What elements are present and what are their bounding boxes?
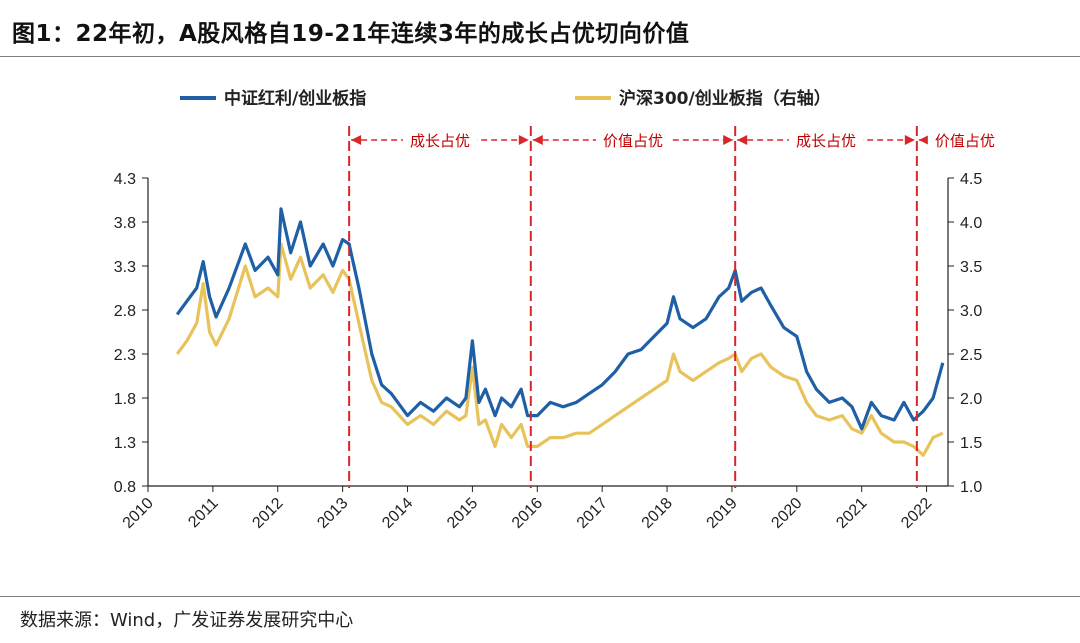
y-right-tick-label: 4.0 [960,215,982,232]
series-line-csi300-vs-chinext [175,242,944,457]
y-right-tick-label: 1.5 [960,435,982,452]
x-tick-label: 2013 [314,495,351,532]
y-left-tick-label: 1.8 [114,391,136,408]
y-left-tick-label: 3.8 [114,215,136,232]
regime-label-bg [402,129,477,151]
series-line-dividend-vs-chinext [175,207,945,431]
x-tick-label: 2017 [574,495,611,532]
regime-arrowhead-left [351,135,362,145]
regime-label-bg [927,129,1002,151]
y-left-tick-label: 0.8 [114,479,136,496]
x-tick-label: 2012 [249,495,286,532]
y-right-tick-label: 4.5 [960,171,982,188]
x-tick-label: 2016 [509,495,546,532]
x-tick-label: 2015 [444,495,481,532]
regime-label: 价值占优 [603,132,663,150]
regime-arrowhead-right [904,135,915,145]
legend-label: 沪深300/创业板指（右轴） [619,88,831,109]
regime-label: 成长占优 [796,132,856,150]
x-tick-label: 2019 [704,495,741,532]
x-tick-label: 2021 [833,495,870,532]
source-note: 数据来源：Wind，广发证券发展研究中心 [20,610,354,631]
x-tick-label: 2010 [120,495,157,532]
legend-label: 中证红利/创业板指 [224,88,366,109]
x-tick-label: 2014 [379,495,416,532]
x-tick-label: 2018 [639,495,676,532]
y-left-tick-label: 1.3 [114,435,136,452]
title-rule [0,56,1080,57]
x-tick-label: 2022 [898,495,935,532]
y-right-tick-label: 3.5 [960,259,982,276]
source-rule [0,596,1080,597]
y-right-tick-label: 3.0 [960,303,982,320]
y-left-tick-label: 2.8 [114,303,136,320]
x-tick-label: 2011 [185,495,221,531]
y-left-tick-label: 2.3 [114,347,136,364]
y-right-tick-label: 2.5 [960,347,982,364]
regime-arrowhead-right [518,135,529,145]
regime-arrowhead-left [532,135,543,145]
y-right-tick-label: 2.0 [960,391,982,408]
y-right-tick-label: 1.0 [960,479,982,496]
y-left-tick-label: 3.3 [114,259,136,276]
chart: 4.3 3.8 3.3 2.8 2.3 1.8 1.3 0.8 4.5 4.0 3.5 3.0 2.5 2… [114,88,1002,532]
x-tick-label: 2020 [768,495,805,532]
regime-arrowhead-left [918,135,929,145]
y-left-tick-label: 4.3 [114,171,136,188]
regime-label-bg [789,129,864,151]
figure-title: 图1：22年初，A股风格自19-21年连续3年的成长占优切向价值 [12,21,690,47]
regime-label-bg [595,129,670,151]
regime-arrowhead-left [737,135,748,145]
regime-label: 价值占优 [935,132,995,150]
regime-arrowhead-right [723,135,734,145]
regime-label: 成长占优 [410,132,470,150]
